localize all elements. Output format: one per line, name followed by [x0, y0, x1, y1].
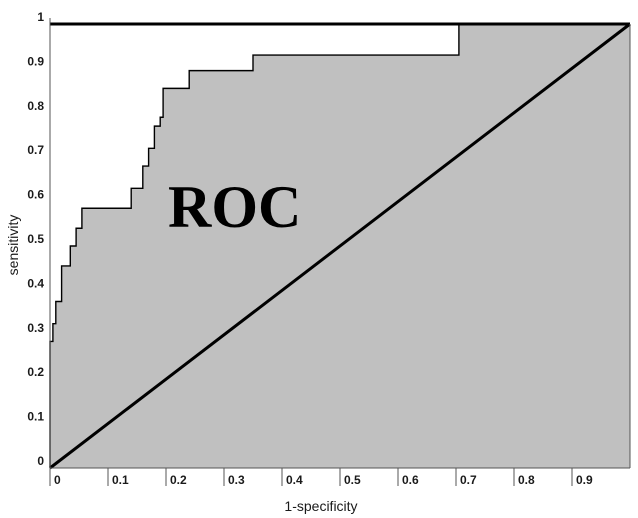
x-tick-label: 0 — [54, 473, 61, 487]
roc-curve-line — [49, 23, 630, 468]
roc-annotation: ROC — [168, 174, 301, 240]
y-tick-label: 0.1 — [27, 410, 44, 424]
x-tick-label: 0.4 — [286, 473, 303, 487]
y-tick-label: 0.7 — [27, 143, 44, 157]
x-tick-label: 0.9 — [576, 473, 593, 487]
x-tick-label: 0.5 — [344, 473, 361, 487]
tick-labels: 0 0.1 0.2 0.3 0.4 0.5 0.6 0.7 0.8 0.9 0 0.1 0.2 0.3 0.… — [27, 10, 593, 487]
axes — [49, 18, 631, 486]
x-tick-label: 0.6 — [402, 473, 419, 487]
y-tick-label: 0.6 — [27, 188, 44, 202]
y-tick-label: 0.4 — [27, 276, 44, 290]
y-tick-label: 0.3 — [27, 321, 44, 335]
y-tick-label: 0.2 — [27, 365, 44, 379]
y-tick-label: 1 — [37, 10, 44, 24]
y-tick-label: 0.8 — [27, 99, 44, 113]
x-axis-title: 1-specificity — [284, 498, 357, 514]
x-tick-label: 0.3 — [228, 473, 245, 487]
y-axis-title: sensitivity — [5, 215, 21, 276]
y-tick-label: 0.5 — [27, 232, 44, 246]
y-tick-label: 0 — [37, 454, 44, 468]
x-tick-label: 0.2 — [170, 473, 187, 487]
y-tick-label: 0.9 — [27, 54, 44, 68]
plot-area — [49, 22, 631, 470]
reference-diagonal-line — [49, 22, 631, 470]
x-tick-label: 0.8 — [518, 473, 535, 487]
x-tick-label: 0.1 — [112, 473, 129, 487]
x-tick-label: 0.7 — [460, 473, 477, 487]
